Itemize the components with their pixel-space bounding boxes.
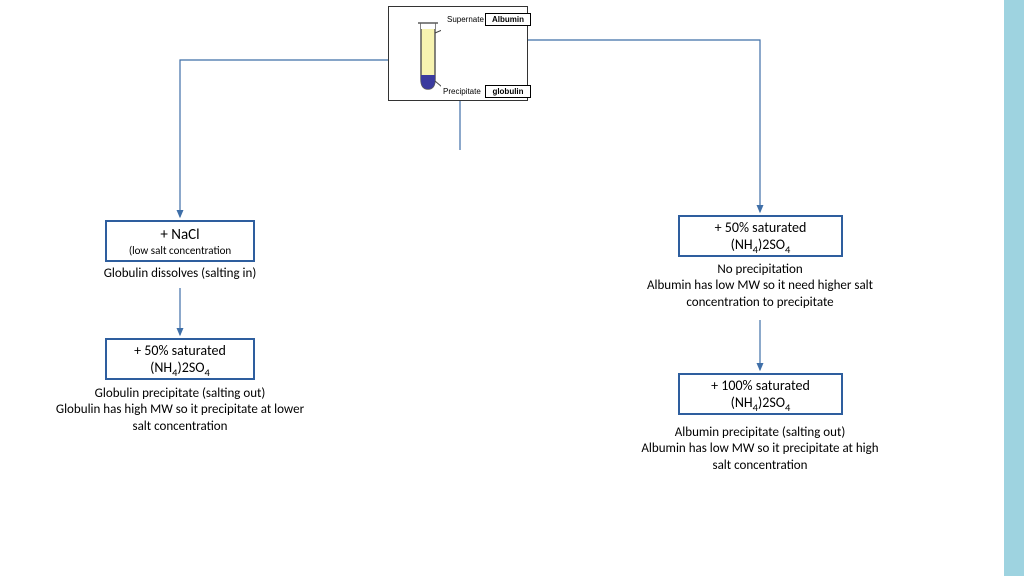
left-caption2: Globulin precipitate (salting out) Globu… (30, 386, 330, 435)
left-box1-line2: (low salt concentration (129, 244, 231, 257)
left-box-50sat: + 50% saturated (NH4)2SO4 (105, 338, 255, 380)
test-tube-icon (415, 21, 441, 93)
left-box2-line1: + 50% saturated (134, 342, 226, 359)
left-caption2-l2: Globulin has high MW so it precipitate a… (30, 402, 330, 418)
right-caption2: Albumin precipitate (salting out) Albumi… (610, 425, 910, 474)
slide-accent-bar (1004, 0, 1024, 576)
left-box-nacl: + NaCl (low salt concentration (105, 220, 255, 262)
right-caption2-l1: Albumin precipitate (salting out) (610, 425, 910, 441)
left-caption1-text: Globulin dissolves (salting in) (104, 266, 257, 281)
precipitate-label: Precipitate (443, 87, 481, 96)
right-caption1: No precipitation Albumin has low MW so i… (610, 262, 910, 311)
right-box1-formula: (NH4)2SO4 (731, 236, 791, 253)
right-caption2-l2: Albumin has low MW so it precipitate at … (610, 441, 910, 457)
right-box1-line1: + 50% saturated (715, 219, 807, 236)
left-caption2-l3: salt concentration (30, 419, 330, 435)
supernate-label: Supernate (447, 15, 484, 24)
right-caption2-l3: salt concentration (610, 458, 910, 474)
left-box1-line1: + NaCl (160, 226, 199, 244)
globulin-box: globulin (485, 85, 531, 98)
right-caption1-l2: Albumin has low MW so it need higher sal… (610, 278, 910, 294)
right-box2-formula: (NH4)2SO4 (731, 394, 791, 411)
right-box2-line1: + 100% saturated (711, 377, 810, 394)
left-box2-formula: (NH4)2SO4 (150, 359, 210, 376)
left-caption2-l1: Globulin precipitate (salting out) (30, 386, 330, 402)
right-caption1-l3: concentration to precipitate (610, 295, 910, 311)
right-caption1-l1: No precipitation (610, 262, 910, 278)
tube-panel: Supernate Albumin Precipitate globulin (388, 6, 528, 101)
albumin-box: Albumin (485, 13, 531, 26)
right-box-100sat: + 100% saturated (NH4)2SO4 (678, 373, 843, 415)
right-box-50sat: + 50% saturated (NH4)2SO4 (678, 215, 843, 257)
left-caption1: Globulin dissolves (salting in) (60, 266, 300, 282)
